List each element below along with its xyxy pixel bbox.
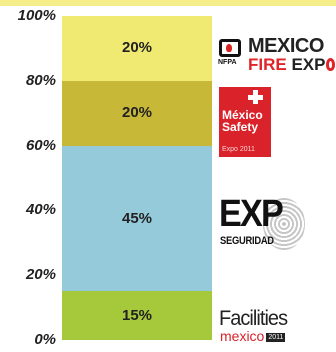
cross-icon-bar xyxy=(248,95,263,100)
top-color-band xyxy=(0,0,336,6)
y-tick-label: 60% xyxy=(25,136,56,154)
logo-text-fire-expo: FIRE EXP xyxy=(248,55,336,75)
y-tick-label: 80% xyxy=(25,71,56,89)
data-label: 15% xyxy=(121,306,153,324)
logo-text-seguridad: SEGURIDAD xyxy=(220,235,274,247)
expo-seguridad-logo: EXP SEGURIDAD xyxy=(219,192,305,254)
bar-segment xyxy=(62,145,212,292)
nfpa-text: NFPA xyxy=(218,59,237,66)
y-tick-label: 0% xyxy=(34,331,56,348)
mexico-safety-expo-logo: México Safety Expo 2011 xyxy=(219,87,271,157)
data-label: 45% xyxy=(121,209,153,227)
logo-text-facilities: Facilities xyxy=(219,307,288,330)
y-tick-label: 100% xyxy=(17,7,56,24)
logo-text-mexico: mexico 2011 xyxy=(220,328,286,344)
flame-o-icon xyxy=(326,58,336,71)
data-label: 20% xyxy=(121,104,153,122)
fingerprint-icon xyxy=(263,198,305,250)
logo-text-year: 2011 xyxy=(266,333,286,342)
logo-text-fire: FIRE xyxy=(248,55,292,74)
logo-text-safety: Safety xyxy=(222,120,259,134)
y-tick-label: 20% xyxy=(25,266,56,284)
logo-text-exp: EXP xyxy=(219,193,284,235)
logo-text-mexico-safety: México Safety xyxy=(222,109,263,133)
nfpa-icon xyxy=(219,39,241,57)
facilities-mexico-logo: Facilities mexico 2011 xyxy=(219,308,309,346)
bar-segment xyxy=(62,291,212,340)
logo-text-mexico: México xyxy=(222,108,263,122)
logo-text-mexico: MEXICO xyxy=(248,35,324,57)
mexico-fire-expo-logo: NFPA MEXICO FIRE EXP xyxy=(218,35,336,76)
bar-segment xyxy=(62,16,212,81)
logo-text-expo-2011: Expo 2011 xyxy=(222,146,255,153)
logo-text-mexico-word: mexico xyxy=(220,328,265,344)
bar-segment xyxy=(62,80,212,146)
data-label: 20% xyxy=(121,39,153,57)
y-tick-label: 40% xyxy=(25,201,56,219)
logo-text-exp: EXP xyxy=(291,55,326,74)
